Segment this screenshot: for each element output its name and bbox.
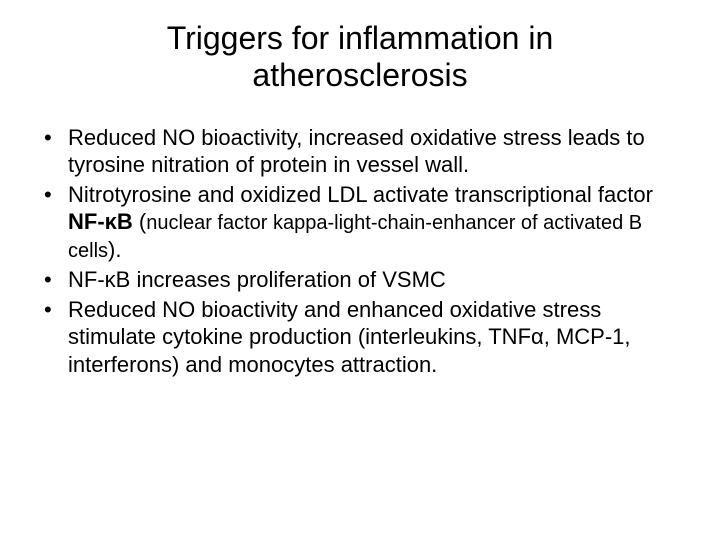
list-item: Reduced NO bioactivity, increased oxidat…	[40, 124, 690, 179]
list-item: NF-κB increases proliferation of VSMC	[40, 266, 690, 294]
bullet-text: NF-κB increases proliferation of VSMC	[68, 267, 446, 292]
bold-term: NF-κB	[68, 209, 133, 234]
title-line-2: atherosclerosis	[252, 57, 467, 93]
list-item: Nitrotyrosine and oxidized LDL activate …	[40, 181, 690, 265]
slide-title: Triggers for inflammation in atheroscler…	[30, 20, 690, 94]
parenthetical-text: nuclear factor kappa-light-chain-enhance…	[68, 212, 642, 262]
bullet-text: (	[133, 209, 146, 234]
bullet-text: Reduced NO bioactivity, increased oxidat…	[68, 125, 645, 178]
bullet-text: Nitrotyrosine and oxidized LDL activate …	[68, 182, 653, 207]
bullet-text: ).	[108, 237, 121, 262]
title-line-1: Triggers for inflammation in	[167, 20, 554, 56]
bullet-text: Reduced NO bioactivity and enhanced oxid…	[68, 297, 631, 377]
list-item: Reduced NO bioactivity and enhanced oxid…	[40, 296, 690, 379]
slide: Triggers for inflammation in atheroscler…	[0, 0, 720, 540]
bullet-list: Reduced NO bioactivity, increased oxidat…	[30, 124, 690, 379]
